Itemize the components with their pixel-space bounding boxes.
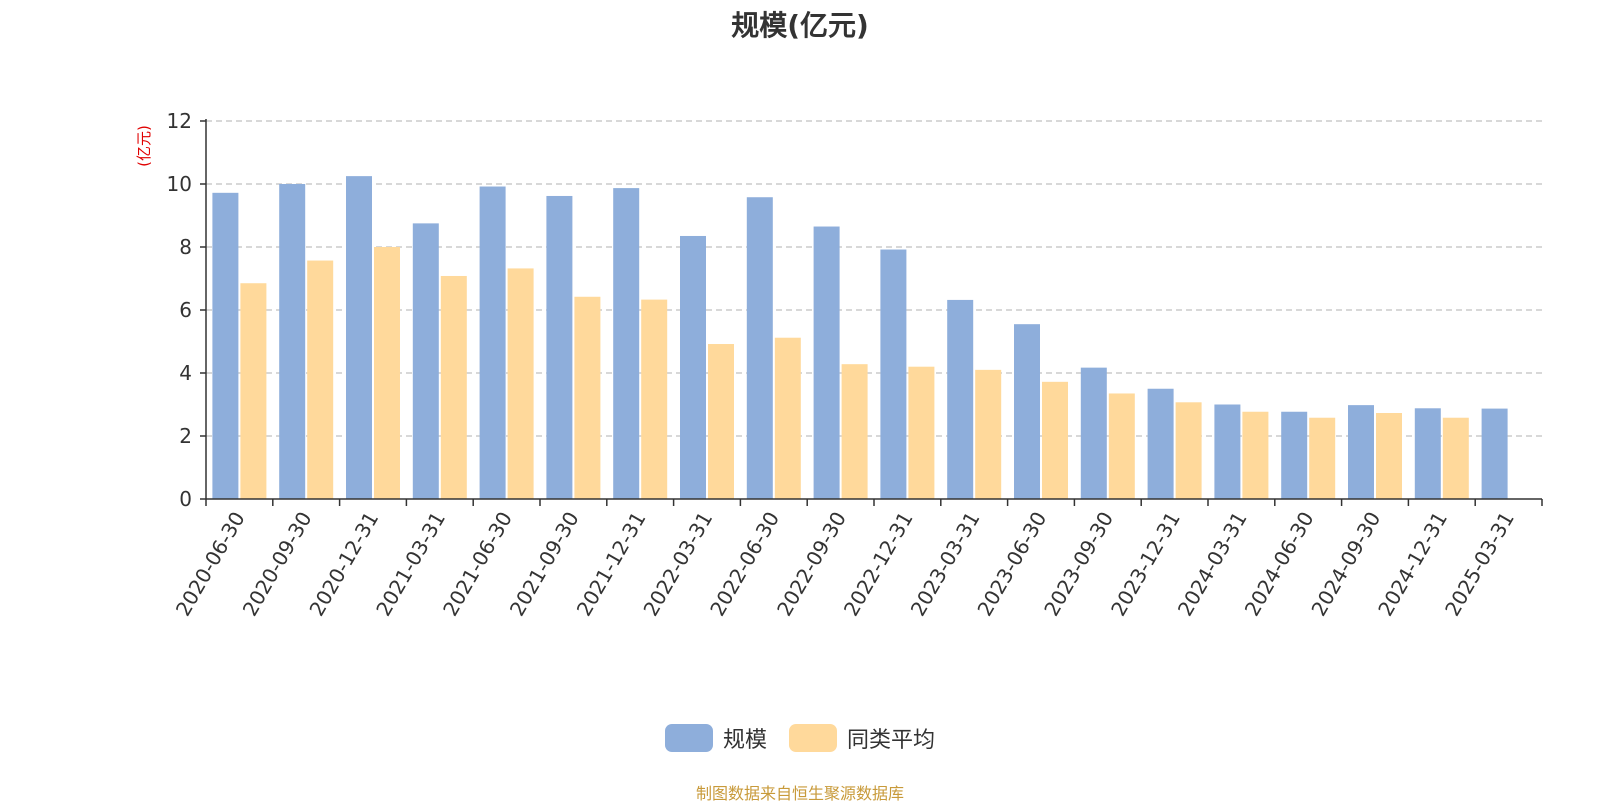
- x-tick-label: 2023-03-31: [906, 508, 985, 621]
- y-tick-label: 0: [179, 487, 192, 511]
- bar-scale[interactable]: [746, 197, 773, 500]
- bar-category-average[interactable]: [507, 268, 534, 499]
- x-tick-label: 2024-03-31: [1173, 508, 1252, 621]
- source-note: 制图数据来自恒生聚源数据库: [695, 784, 904, 803]
- bar-scale[interactable]: [880, 249, 907, 499]
- axes: [200, 119, 1543, 506]
- bar-category-average[interactable]: [641, 299, 668, 499]
- x-tick-label: 2022-03-31: [638, 508, 717, 621]
- bar-category-average[interactable]: [440, 275, 467, 499]
- x-tick-label: 2021-03-31: [371, 508, 450, 621]
- x-tick-label: 2023-09-30: [1039, 508, 1118, 621]
- y-tick-label: 8: [179, 235, 192, 259]
- legend-swatch-scale: [664, 724, 713, 752]
- x-tick-label: 2021-09-30: [505, 508, 584, 621]
- grid-lines: [206, 120, 1542, 437]
- bar-scale[interactable]: [346, 176, 372, 499]
- bar-category-average[interactable]: [908, 366, 935, 499]
- bar-category-average[interactable]: [1175, 402, 1202, 499]
- bars: [212, 176, 1508, 500]
- y-tick-label: 2: [179, 424, 192, 448]
- bar-scale[interactable]: [1348, 405, 1374, 499]
- bar-scale[interactable]: [1214, 404, 1241, 500]
- bar-scale[interactable]: [680, 235, 706, 499]
- y-tick-label: 6: [179, 298, 192, 322]
- bar-category-average[interactable]: [1242, 411, 1269, 499]
- bar-scale[interactable]: [947, 299, 974, 499]
- x-tick-label: 2020-06-30: [171, 508, 250, 621]
- bar-category-average[interactable]: [975, 369, 1002, 499]
- bar-scale[interactable]: [1281, 411, 1308, 499]
- bar-scale[interactable]: [1014, 324, 1040, 499]
- bar-scale[interactable]: [279, 184, 306, 499]
- bar-category-average[interactable]: [774, 337, 801, 499]
- x-tick-label: 2024-06-30: [1240, 508, 1319, 621]
- bar-scale[interactable]: [1080, 367, 1107, 499]
- bar-scale[interactable]: [1414, 408, 1441, 499]
- x-tick-label: 2023-12-31: [1106, 508, 1185, 621]
- bar-category-average[interactable]: [307, 260, 334, 499]
- legend-swatch-category-average: [789, 724, 837, 752]
- legend-label-category-average: 同类平均: [847, 728, 936, 753]
- bar-category-average[interactable]: [240, 283, 267, 499]
- bar-scale[interactable]: [813, 226, 840, 499]
- bar-category-average[interactable]: [1042, 381, 1068, 499]
- y-axis-label: (亿元): [135, 125, 153, 167]
- x-tick-label: 2022-12-31: [839, 508, 918, 621]
- y-tick-label: 4: [179, 361, 192, 385]
- x-tick-labels: 2020-06-302020-09-302020-12-312021-03-31…: [171, 508, 1519, 621]
- bar-scale[interactable]: [546, 195, 573, 499]
- x-tick-label: 2020-09-30: [238, 508, 317, 621]
- bar-scale[interactable]: [412, 223, 439, 499]
- legend-item-category-average[interactable]: 同类平均: [789, 722, 935, 754]
- legend: 规模 同类平均: [0, 722, 1600, 754]
- bar-category-average[interactable]: [1108, 393, 1135, 499]
- bar-category-average[interactable]: [841, 364, 868, 499]
- bar-category-average[interactable]: [708, 344, 734, 499]
- chart-title: 规模(亿元): [731, 9, 869, 42]
- x-tick-label: 2020-12-31: [304, 508, 383, 621]
- x-tick-label: 2025-03-31: [1440, 508, 1519, 621]
- bar-scale[interactable]: [613, 188, 640, 499]
- x-tick-label: 2021-06-30: [438, 508, 517, 621]
- x-tick-label: 2024-09-30: [1306, 508, 1385, 621]
- bar-scale[interactable]: [1147, 388, 1174, 499]
- bar-scale[interactable]: [212, 192, 239, 499]
- y-tick-label: 10: [167, 172, 192, 196]
- legend-label-scale: 规模: [722, 728, 767, 753]
- bar-scale[interactable]: [1481, 408, 1508, 499]
- legend-item-scale[interactable]: 规模: [664, 722, 767, 754]
- bar-scale[interactable]: [479, 186, 506, 499]
- y-tick-label: 12: [167, 109, 192, 133]
- bar-category-average[interactable]: [1376, 413, 1402, 499]
- bar-category-average[interactable]: [1442, 417, 1469, 499]
- bar-category-average[interactable]: [1309, 417, 1336, 499]
- x-tick-label: 2024-12-31: [1373, 508, 1452, 621]
- bar-category-average[interactable]: [374, 247, 400, 499]
- y-tick-labels: 0 2 4 6 8 10 12: [167, 109, 192, 511]
- x-tick-label: 2023-06-30: [972, 508, 1051, 621]
- x-tick-label: 2022-06-30: [705, 508, 784, 621]
- x-tick-label: 2022-09-30: [772, 508, 851, 621]
- bar-category-average[interactable]: [574, 296, 601, 499]
- x-tick-label: 2021-12-31: [572, 508, 651, 621]
